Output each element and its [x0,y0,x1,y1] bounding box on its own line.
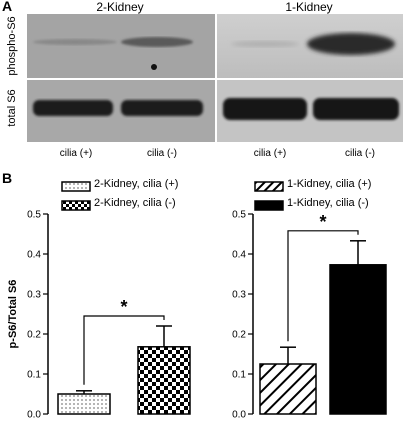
lane-label-2k-minus: cilia (-) [147,148,177,159]
lane-label-1k-plus: cilia (+) [253,148,287,159]
chart-1-y-tick-label: 0.0 [232,410,246,421]
legend-swatch-2k-minus [61,200,91,211]
chart-1-y-tick-label: 0.1 [232,370,246,381]
chart-0-bar-0 [57,393,111,415]
band-phospho-2k-plus [33,39,117,45]
panel-a-letter: A [2,0,13,14]
row-label-total-s6: total S6 [6,89,18,127]
band-total-1k-plus [223,98,307,120]
band-total-1k-minus [313,98,399,120]
chart-0-significance-star: * [120,297,127,317]
chart-0-significance-bracket [83,315,165,385]
western-blot-svg [27,14,403,142]
lane-label-1k-minus: cilia (-) [345,148,375,159]
chart-0-y-tick-label: 0.5 [27,210,41,221]
row-label-phospho-s6: phospho-S6 [6,16,18,76]
chart-0-y-tick-label: 0.3 [27,290,41,301]
chart-1-y-tick-label: 0.2 [232,330,246,341]
blot-title-1-kidney: 1-Kidney [285,0,333,14]
legend-swatch-1k-minus [254,200,284,211]
legend-label-2k-minus: 2-Kidney, cilia (-) [94,197,176,209]
blot-spot [151,64,157,70]
chart-1-bar-1 [329,264,387,415]
western-blot-image [27,14,403,142]
y-axis-title: p-S6/Total S6 [7,280,19,349]
legend-swatch-1k-plus [254,181,284,192]
blot-title-2-kidney: 2-Kidney [96,0,144,14]
lane-label-2k-plus: cilia (+) [59,148,93,159]
band-total-2k-plus [33,100,113,116]
band-phospho-1k-plus [231,41,299,47]
legend-label-1k-plus: 1-Kidney, cilia (+) [287,178,372,190]
chart-1-y-tick-label: 0.3 [232,290,246,301]
chart-0-y-tick-label: 0.0 [27,410,41,421]
chart-1-y-tick-label: 0.5 [232,210,246,221]
band-total-2k-minus [121,100,203,116]
band-phospho-1k-minus [307,33,395,55]
legend-swatch-2k-plus [61,181,91,192]
panel-b-letter: B [2,170,13,186]
legend-swatches [61,181,284,211]
bar-charts: p-S6/Total S6 0.0 0.1 0.2 0.3 0.4 0.5 * 0.0 0.1 0… [7,210,387,421]
chart-0-y-tick-label: 0.1 [27,370,41,381]
chart-1-significance-bracket [287,230,359,342]
chart-1-y-tick-label: 0.4 [232,250,246,261]
band-phospho-2k-minus [121,37,193,47]
blot-phospho-2k-bg [27,14,215,78]
chart-0-y-tick-label: 0.2 [27,330,41,341]
chart-1-bar-0 [259,363,317,415]
legend-label-1k-minus: 1-Kidney, cilia (-) [287,197,369,209]
legend-label-2k-plus: 2-Kidney, cilia (+) [94,178,179,190]
chart-0-y-tick-label: 0.4 [27,250,41,261]
chart-0-bar-1 [137,346,191,415]
chart-1-significance-star: * [319,212,326,232]
